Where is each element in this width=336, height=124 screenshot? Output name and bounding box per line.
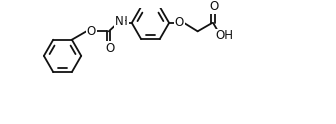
Text: N: N [115, 16, 124, 29]
Text: O: O [209, 0, 219, 13]
Text: O: O [105, 42, 114, 55]
Text: O: O [175, 16, 184, 29]
Text: OH: OH [215, 30, 233, 43]
Text: O: O [86, 25, 96, 38]
Text: H: H [119, 16, 128, 29]
